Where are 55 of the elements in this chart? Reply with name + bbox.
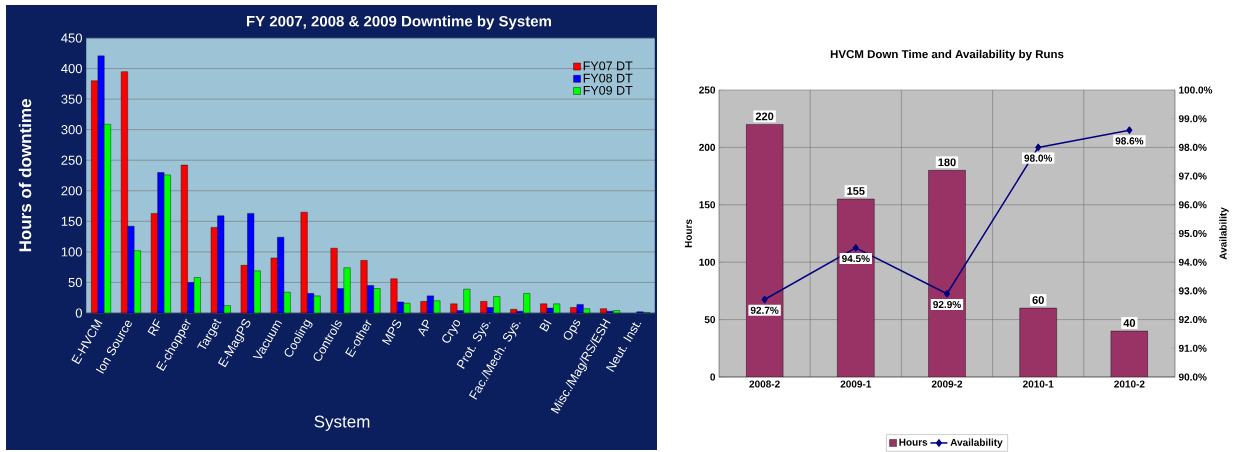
y-tick-label: 150 <box>61 216 82 226</box>
x-tick-label: 2010-2 <box>1114 380 1145 388</box>
data-label: 94.5% <box>841 255 870 263</box>
data-label: 92.7% <box>750 306 779 314</box>
data-label: 92.9% <box>933 300 961 309</box>
chart-title: FY 2007, 2008 & 2009 Downtime by System <box>246 15 551 30</box>
y-tick-label: 0 <box>710 373 716 381</box>
y2-tick-label: 90.0% <box>1178 373 1207 381</box>
data-label: 220 <box>755 112 774 121</box>
y-tick-label: 100 <box>61 247 82 257</box>
data-label: 155 <box>847 187 865 195</box>
data-label: 60 <box>1032 296 1044 304</box>
y-tick-label: 400 <box>61 63 82 74</box>
y-tick-label: 50 <box>68 277 82 288</box>
y-axis-title: Hours <box>684 219 692 248</box>
x-tick-label: 2010-1 <box>1022 380 1054 388</box>
y2-tick-label: 95.0% <box>1178 229 1207 238</box>
y-tick-label: 0 <box>75 308 82 318</box>
y-tick-label: 200 <box>699 143 716 151</box>
y2-tick-label: 100.0% <box>1179 86 1213 94</box>
y-tick-label: 100 <box>699 258 716 266</box>
x-tick-label: 2009-1 <box>840 380 872 388</box>
y-tick-label: 300 <box>61 125 82 135</box>
data-label: 98.0% <box>1024 154 1053 162</box>
legend-label: Hours <box>899 438 928 446</box>
y-tick-label: 50 <box>704 316 716 324</box>
y2-tick-label: 99.0% <box>1178 115 1207 123</box>
data-label: 98.6% <box>1115 137 1144 145</box>
chart-title: HVCM Down Time and Availability by Runs <box>830 49 1064 61</box>
x-axis-title: System <box>314 415 370 431</box>
y-tick-label: 150 <box>699 201 716 209</box>
y2-tick-label: 94.0% <box>1178 258 1207 266</box>
y2-tick-label: 96.0% <box>1178 201 1207 209</box>
y2-tick-label: 97.0% <box>1178 172 1207 180</box>
y-tick-label: 250 <box>61 155 82 165</box>
x-tick-label: AP <box>418 319 430 337</box>
data-label: 40 <box>1123 319 1136 327</box>
y2-tick-label: 98.0% <box>1178 143 1207 151</box>
y-axis-title: Hours of downtime <box>18 99 32 252</box>
data-label: 180 <box>938 158 956 167</box>
legend-label: Availability <box>950 438 1003 448</box>
x-tick-label: 2008-2 <box>749 380 780 388</box>
y-tick-label: 250 <box>699 86 716 94</box>
y-tick-label: 350 <box>61 94 82 104</box>
legend-label: FY08 DT <box>583 73 633 83</box>
y-tick-label: 450 <box>61 33 82 43</box>
y2-tick-label: 92.0% <box>1178 316 1207 324</box>
legend-label: FY07 DT <box>583 61 633 71</box>
x-tick-label: 2009-2 <box>931 380 963 388</box>
y2-tick-label: 93.0% <box>1178 287 1207 295</box>
y-tick-label: 200 <box>61 186 82 196</box>
y2-axis-title: Availability <box>1219 207 1229 260</box>
legend-label: FY09 DT <box>583 85 633 95</box>
x-tick-label: BI <box>539 319 552 332</box>
y2-tick-label: 91.0% <box>1178 344 1207 352</box>
